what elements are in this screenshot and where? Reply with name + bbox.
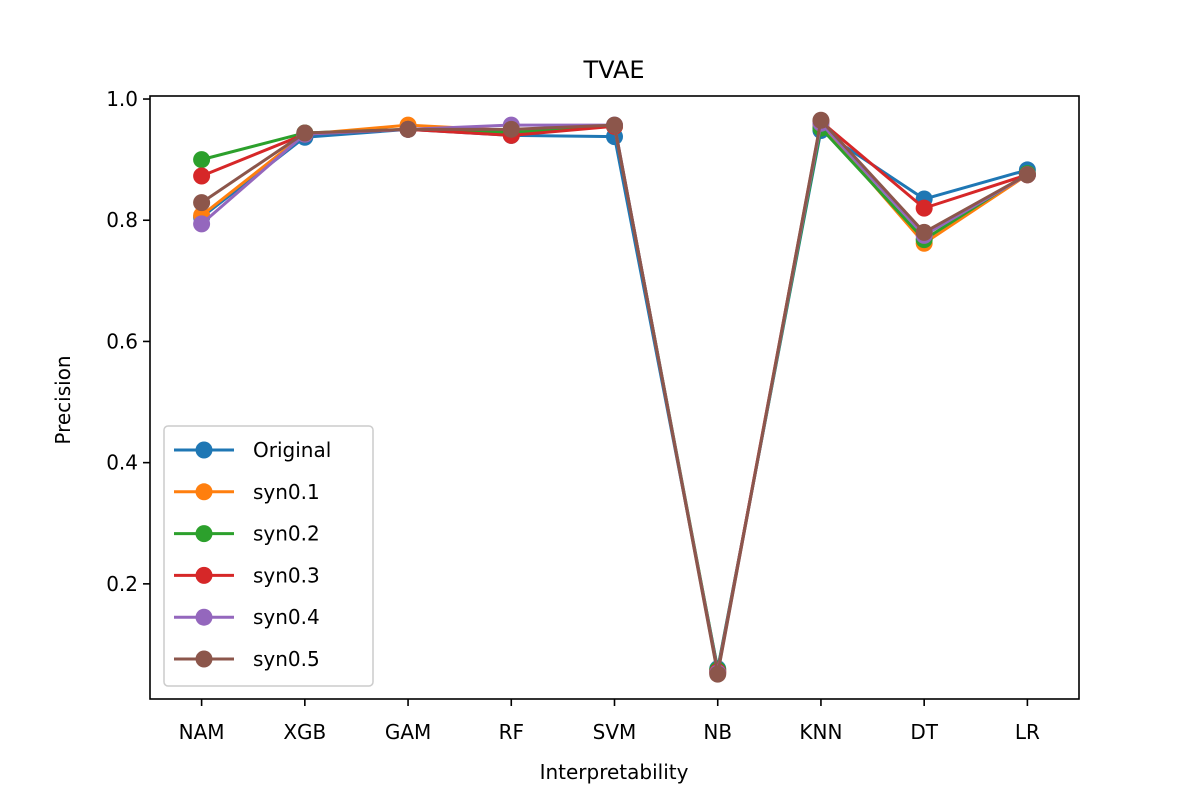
legend-marker-syn0-2: [195, 525, 213, 543]
legend-label: syn0.4: [253, 605, 320, 629]
plot-area-frame: [149, 95, 1080, 700]
x-tick-label: NAM: [179, 720, 225, 744]
data-point-syn0-5: [502, 120, 520, 138]
x-tick-label: SVM: [593, 720, 637, 744]
legend-label: syn0.3: [253, 563, 320, 587]
legend-label: syn0.2: [253, 522, 320, 546]
legend: Original syn0.1 syn0.2 syn0.3 syn0.4 syn0.5: [163, 425, 374, 687]
axis-ticks: NAM XGB GAM RF SVM NB KNN DT LR 0.2 0.4 0.6 0.8 1.0: [106, 87, 1040, 744]
x-tick-label: NB: [703, 720, 732, 744]
legend-label: syn0.1: [253, 480, 320, 504]
legend-marker-syn0-3: [195, 566, 213, 584]
data-point-syn0-5: [606, 116, 623, 134]
chart-title: TVAE: [582, 56, 644, 84]
data-point-syn0-5: [399, 120, 417, 138]
data-point-syn0-3: [915, 199, 933, 217]
data-point-syn0-2: [193, 151, 211, 169]
data-point-syn0-4: [193, 215, 211, 233]
y-tick-label: 0.2: [106, 572, 138, 596]
data-point-syn0-5: [812, 111, 830, 129]
x-axis-label: Interpretability: [540, 760, 689, 784]
legend-marker-syn0-1: [195, 483, 213, 501]
data-point-syn0-5: [193, 194, 211, 212]
y-tick-label: 0.8: [106, 208, 138, 232]
y-axis-label: Precision: [51, 355, 75, 444]
series-group: [193, 111, 1036, 683]
data-point-syn0-5: [709, 665, 727, 683]
x-tick-label: LR: [1015, 720, 1040, 744]
y-tick-label: 1.0: [106, 87, 138, 111]
legend-label: syn0.5: [253, 647, 320, 671]
data-point-syn0-3: [193, 167, 211, 185]
legend-marker-syn0-4: [195, 608, 213, 626]
data-point-syn0-5: [296, 124, 314, 142]
x-tick-label: DT: [910, 720, 938, 744]
legend-label: Original: [253, 438, 331, 462]
y-tick-label: 0.6: [106, 329, 138, 353]
data-point-syn0-5: [915, 223, 933, 241]
x-tick-label: XGB: [283, 720, 326, 744]
y-tick-label: 0.4: [106, 451, 138, 475]
legend-marker-syn0-5: [195, 650, 213, 668]
x-tick-label: KNN: [799, 720, 842, 744]
legend-marker-original: [195, 441, 213, 459]
data-point-syn0-5: [1018, 166, 1036, 184]
x-tick-label: RF: [499, 720, 524, 744]
x-tick-label: GAM: [385, 720, 431, 744]
